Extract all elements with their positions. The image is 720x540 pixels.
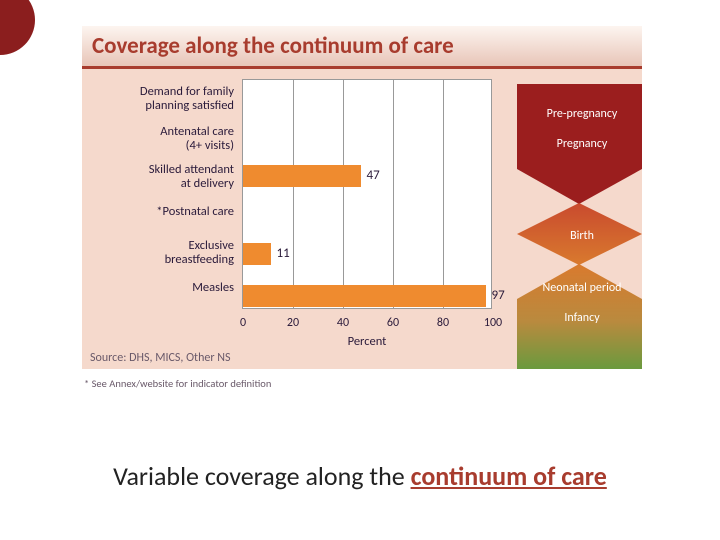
x-tick-label: 0 xyxy=(240,316,246,330)
category-label: Skilled attendantat delivery xyxy=(149,163,234,192)
bar xyxy=(243,165,361,187)
bar-value: 97 xyxy=(492,288,505,303)
caption-plain: Variable coverage along the xyxy=(113,460,410,492)
bar-value: 47 xyxy=(367,168,380,183)
figure-container: Coverage along the continuum of care Dem… xyxy=(82,26,642,390)
corner-decoration xyxy=(0,0,35,55)
bar-value: 11 xyxy=(277,246,290,261)
stage-label: Pre-pregnancy xyxy=(547,107,618,121)
stage-label: Birth xyxy=(570,229,594,243)
source-text: Source: DHS, MICS, Other NS xyxy=(82,347,239,369)
category-label: Antenatal care(4+ visits) xyxy=(160,125,234,154)
caption: Variable coverage along the continuum of… xyxy=(0,460,720,492)
x-tick-label: 20 xyxy=(287,316,299,330)
x-axis-title: Percent xyxy=(348,334,387,349)
bar xyxy=(243,243,271,265)
category-label: Exclusivebreastfeeding xyxy=(165,239,234,268)
x-tick-label: 40 xyxy=(337,316,349,330)
title-bar: Coverage along the continuum of care xyxy=(82,26,642,69)
plot-area: 020406080100Percent471197 xyxy=(242,79,492,309)
chart-panel: Demand for familyplanning satisfied Anten… xyxy=(82,69,642,369)
stage-shapes: Pre-pregnancy Pregnancy Birth Neonatal p… xyxy=(512,69,642,369)
figure-title: Coverage along the continuum of care xyxy=(92,32,632,60)
x-tick-label: 100 xyxy=(484,316,502,330)
x-tick-label: 80 xyxy=(437,316,449,330)
stage-label: Pregnancy xyxy=(557,137,608,151)
category-label: Demand for familyplanning satisfied xyxy=(140,85,234,114)
bar xyxy=(243,285,486,307)
caption-emph: continuum of care xyxy=(411,460,607,492)
category-axis: Demand for familyplanning satisfied Anten… xyxy=(82,69,242,369)
x-tick-label: 60 xyxy=(387,316,399,330)
stage-column: Pre-pregnancy Pregnancy Birth Neonatal p… xyxy=(512,69,642,369)
stage-label: Infancy xyxy=(564,311,600,325)
category-label: *Postnatal care xyxy=(156,205,234,219)
stage-label: Neonatal period xyxy=(543,281,622,295)
footnote-text: * See Annex/website for indicator defini… xyxy=(82,377,642,390)
category-label: Measles xyxy=(192,281,234,295)
